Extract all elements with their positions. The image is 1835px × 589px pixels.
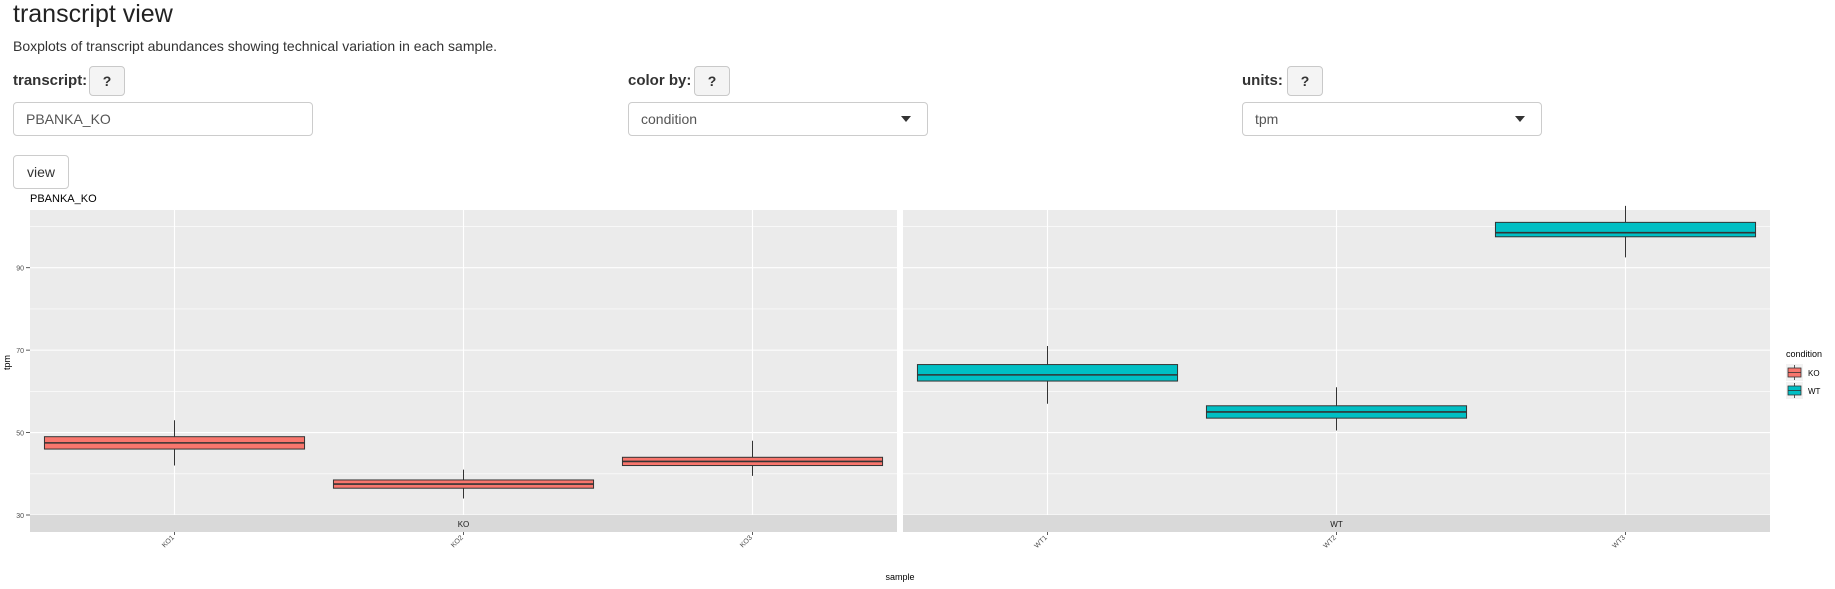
x-tick-label: WT2	[1323, 534, 1338, 549]
transcript-input[interactable]: PBANKA_KO	[13, 102, 313, 136]
y-tick-label: 90	[16, 266, 24, 273]
transcript-label: transcript:	[13, 72, 88, 89]
page-title: transcript view	[13, 0, 173, 28]
chart-title: PBANKA_KO	[30, 193, 97, 205]
chevron-down-icon	[901, 116, 911, 122]
page-subtitle: Boxplots of transcript abundances showin…	[13, 38, 498, 54]
x-tick-label: KO1	[161, 534, 176, 549]
x-axis-title: sample	[885, 572, 914, 582]
color-by-label: color by:	[628, 72, 692, 89]
units-value: tpm	[1255, 111, 1279, 127]
color-by-select[interactable]: condition	[628, 102, 928, 136]
legend-label-wt: WT	[1808, 387, 1821, 396]
x-tick-label: WT3	[1612, 534, 1627, 549]
box-wt3	[1494, 221, 1757, 238]
units-help-button[interactable]: ?	[1287, 66, 1323, 96]
facet-strip-label: WT	[1330, 520, 1343, 529]
facet-strip	[30, 515, 897, 532]
y-tick-label: 70	[16, 348, 24, 355]
legend-label-ko: KO	[1808, 369, 1820, 378]
y-tick-label: 50	[16, 431, 24, 438]
y-tick-label: 30	[16, 513, 24, 520]
color-by-help-button[interactable]: ?	[694, 66, 730, 96]
view-button[interactable]: view	[13, 155, 69, 189]
y-axis-title: tpm	[2, 355, 12, 370]
boxplot-chart: PBANKA_KO KO1 KO2 KO3 KO WT1 WT2 WT3 WT 30 50 70 90 s…	[2, 193, 1822, 582]
units-select[interactable]: tpm	[1242, 102, 1542, 136]
facet-strip-label: KO	[458, 520, 470, 529]
x-tick-label: WT1	[1034, 534, 1049, 549]
color-by-value: condition	[641, 111, 698, 127]
chevron-down-icon	[1515, 116, 1525, 122]
transcript-help-button[interactable]: ?	[89, 66, 125, 96]
facet-strip	[903, 515, 1770, 532]
legend-title: condition	[1786, 349, 1822, 359]
x-tick-label: KO3	[739, 534, 754, 549]
units-label: units:	[1242, 72, 1283, 89]
box-wt1	[916, 364, 1179, 382]
x-tick-label: KO2	[450, 534, 465, 549]
